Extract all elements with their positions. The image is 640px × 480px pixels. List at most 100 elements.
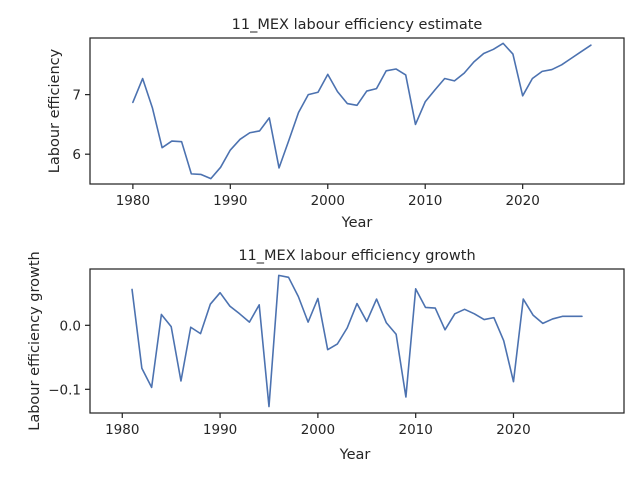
x-tick-label: 2000 [301, 422, 335, 438]
x-tick-label: 2020 [496, 422, 530, 438]
data-point [473, 61, 475, 63]
data-point [181, 141, 183, 143]
data-point [268, 117, 270, 119]
data-point [356, 303, 358, 305]
data-point [248, 321, 250, 323]
data-point [209, 303, 211, 305]
data-point [493, 317, 495, 319]
data-point [385, 70, 387, 72]
data-point [473, 313, 475, 315]
y-axis-label: Labour efficiency [47, 48, 63, 173]
data-point [346, 327, 348, 329]
data-point [151, 107, 153, 109]
x-tick-label: 2000 [311, 193, 345, 209]
y-tick-label: 7 [72, 88, 81, 104]
data-point [395, 333, 397, 335]
data-point [415, 288, 417, 290]
data-point [542, 322, 544, 324]
data-point [229, 149, 231, 151]
data-point [570, 57, 572, 59]
series-line [131, 274, 583, 408]
data-point [239, 313, 241, 315]
data-point [336, 343, 338, 345]
data-point [502, 42, 504, 44]
chart-title: 11_MEX labour efficiency growth [238, 248, 475, 264]
data-point [375, 88, 377, 90]
data-point [268, 406, 270, 408]
data-point [366, 90, 368, 92]
data-point [541, 70, 543, 72]
x-axis-label: Year [341, 215, 373, 231]
data-point [288, 276, 290, 278]
chart-title: 11_MEX labour efficiency estimate [232, 17, 483, 33]
data-point [220, 166, 222, 168]
data-point [171, 140, 173, 142]
data-point [434, 89, 436, 91]
data-point [424, 101, 426, 103]
data-point [453, 80, 455, 82]
data-point [385, 322, 387, 324]
data-point [259, 130, 261, 132]
data-point [210, 178, 212, 180]
data-point [219, 292, 221, 294]
axis-ticks: 1980 1990 2000 2010 2020 −0.1 0.0 [48, 318, 530, 438]
plot-area-frame [89, 268, 625, 414]
data-point [190, 173, 192, 175]
data-point [307, 321, 309, 323]
data-point [444, 78, 446, 80]
data-point [552, 318, 554, 320]
y-tick-label: 0.0 [60, 318, 81, 334]
data-point [483, 319, 485, 321]
data-point [580, 51, 582, 53]
data-point [434, 307, 436, 309]
data-point [142, 78, 144, 80]
data-point [346, 103, 348, 105]
data-point [561, 315, 563, 317]
data-point [180, 380, 182, 382]
data-point [190, 326, 192, 328]
efficiency-growth-panel: 11_MEX labour efficiency growth Labour e… [27, 248, 625, 463]
x-axis-label: Year [339, 447, 371, 463]
data-point [395, 68, 397, 70]
data-point [200, 173, 202, 175]
x-tick-label: 2010 [399, 422, 433, 438]
x-tick-label: 1980 [116, 193, 150, 209]
data-point [512, 53, 514, 55]
x-tick-label: 2020 [505, 193, 539, 209]
data-point [551, 69, 553, 71]
data-point [132, 101, 134, 103]
data-point [317, 297, 319, 299]
y-tick-label: −0.1 [48, 382, 81, 398]
data-point [405, 396, 407, 398]
data-point [531, 78, 533, 80]
data-point [492, 48, 494, 50]
x-tick-label: 1980 [105, 422, 139, 438]
y-tick-label: 6 [72, 147, 81, 163]
data-point [356, 104, 358, 106]
data-point [307, 94, 309, 96]
data-point [327, 73, 329, 75]
data-point [424, 306, 426, 308]
data-point [444, 329, 446, 331]
data-point [249, 132, 251, 134]
data-point [512, 381, 514, 383]
data-point [503, 340, 505, 342]
data-point [590, 44, 592, 46]
axis-ticks: 1980 1990 2000 2010 2020 6 7 [72, 88, 539, 209]
data-point [229, 305, 231, 307]
data-point [151, 386, 153, 388]
data-point [288, 140, 290, 142]
plot-area-frame [89, 37, 625, 185]
data-point [298, 111, 300, 113]
efficiency-estimate-panel: 11_MEX labour efficiency estimate Labour… [47, 17, 625, 231]
data-point [561, 64, 563, 66]
data-point [405, 74, 407, 76]
data-point [414, 123, 416, 125]
data-point [522, 298, 524, 300]
data-point [297, 296, 299, 298]
data-point [161, 147, 163, 149]
data-point [239, 138, 241, 140]
data-point [278, 274, 280, 276]
data-point [571, 315, 573, 317]
